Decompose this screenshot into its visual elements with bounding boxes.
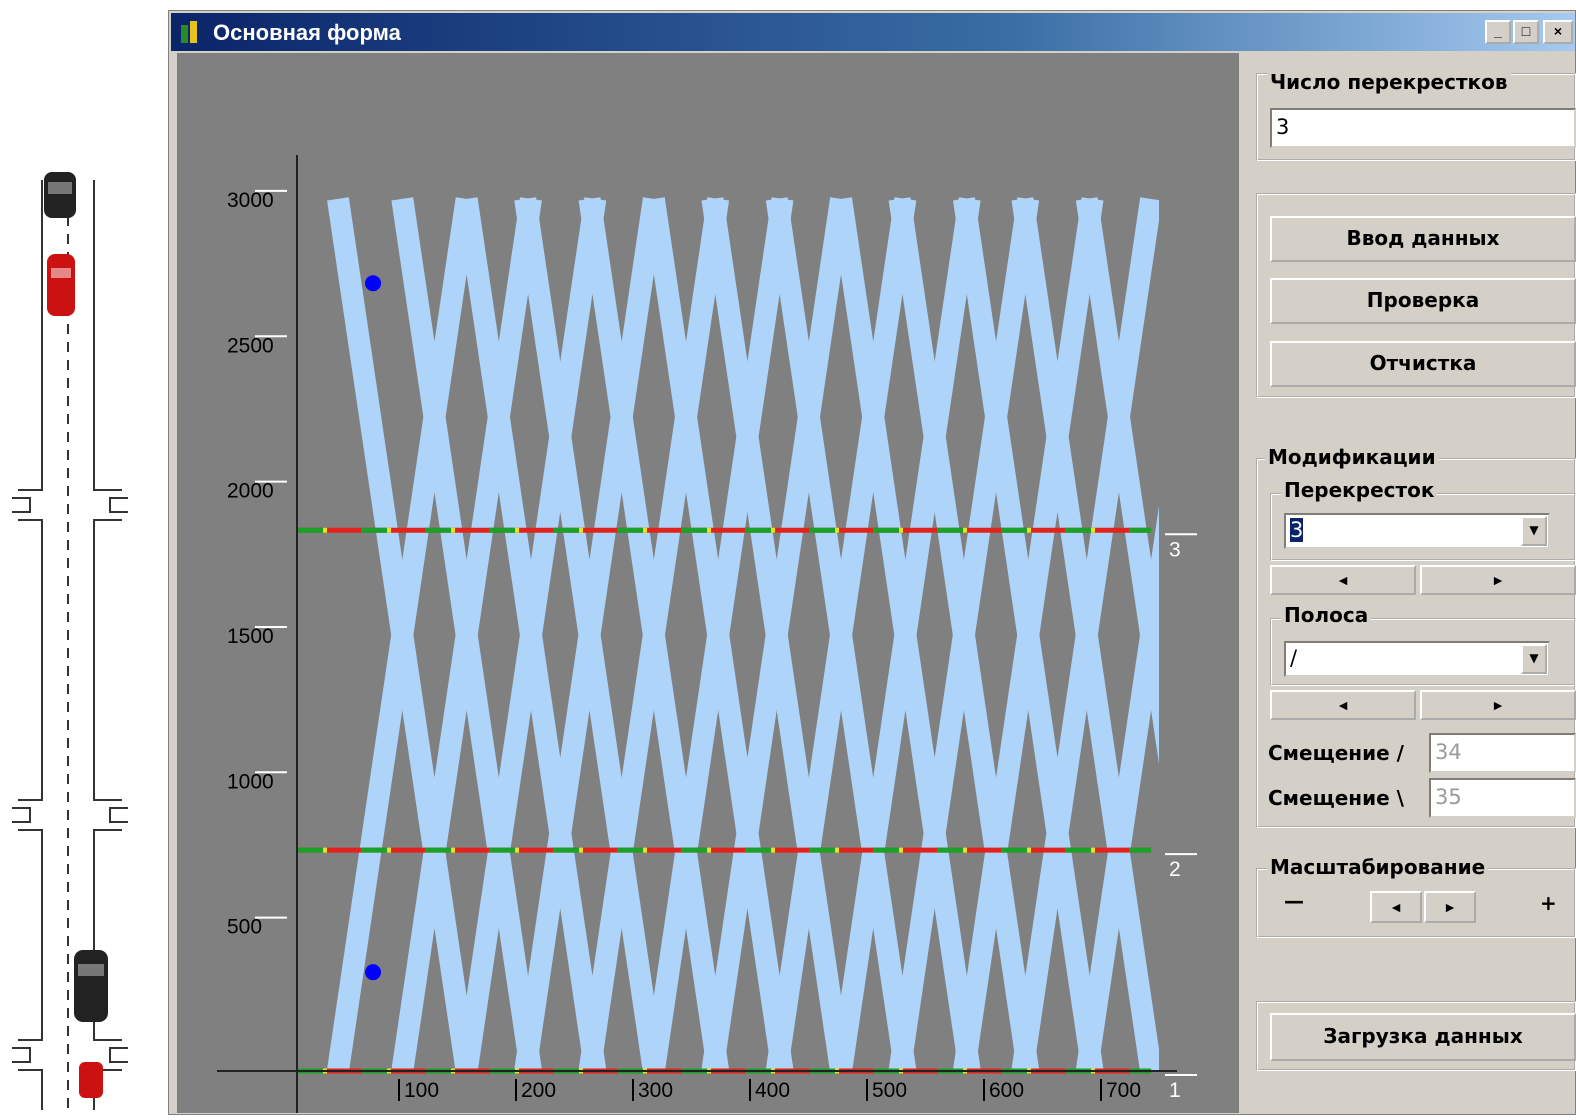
backward-band [578,197,730,1073]
maximize-button[interactable]: □ [1513,20,1539,44]
zoom-out-button[interactable]: — [1284,889,1304,913]
backward-band [327,197,478,1073]
intersection-next-button[interactable]: ► [1420,565,1576,595]
zoom-in-button[interactable]: + [1540,891,1557,915]
lane-next-button[interactable]: ► [1420,690,1576,720]
backward-band [1075,197,1159,764]
x-tick-label: 300 [638,1079,673,1102]
y-tick-label: 3000 [227,189,274,212]
intersection-select[interactable]: 3 ▼ [1284,513,1550,549]
intersection-label: Перекресток [1281,478,1438,502]
lane-select-value: / [1290,646,1298,670]
control-panel: Число перекрестков 3 Ввод данных Проверк… [1244,53,1576,1113]
offset-forward-label: Смещение / [1268,741,1404,765]
scale-left-button[interactable]: ◄ [1370,891,1422,923]
x-tick-label: 500 [872,1079,907,1102]
intersection-prev-button[interactable]: ◄ [1270,565,1416,595]
y-tick-label: 1000 [227,770,274,793]
x-tick-label: 600 [989,1079,1024,1102]
close-button[interactable]: × [1543,20,1573,44]
chevron-down-icon[interactable]: ▼ [1521,644,1547,674]
backward-band [701,197,852,1073]
main-window: Основная форма _ □ × 500 1000 1500 2000 2500… [168,10,1576,1115]
backward-band [391,197,542,1073]
car-icon [74,950,108,1022]
offset-back-field[interactable]: 35 [1429,778,1576,818]
clear-button[interactable]: Отчистка [1270,341,1576,387]
x-tick-label: 200 [521,1079,556,1102]
lane-select[interactable]: / ▼ [1284,641,1550,677]
window-title: Основная форма [213,20,401,45]
x-tick-label: 700 [1106,1079,1141,1102]
load-data-button[interactable]: Загрузка данных [1270,1013,1576,1061]
chevron-down-icon[interactable]: ▼ [1521,516,1547,546]
offset-back-label: Смещение \ [1268,786,1404,810]
backward-band [765,197,917,1073]
y-tick-label: 500 [227,916,262,939]
offset-forward-field[interactable]: 34 [1429,733,1576,773]
x-tick-label: 400 [755,1079,790,1102]
vehicle-marker [365,275,382,292]
backward-band [642,197,794,1073]
lane-prev-button[interactable]: ◄ [1270,690,1416,720]
title-bar[interactable]: Основная форма _ □ × [171,13,1575,51]
green-wave-chart: 500 1000 1500 2000 2500 3000 100 200 300 400 500 6… [177,53,1239,1113]
y-tick-label: 2500 [227,334,274,357]
data-entry-button[interactable]: Ввод данных [1270,216,1576,262]
lane-label: Полоса [1281,603,1372,627]
car-icon [79,1062,103,1098]
backward-band [514,197,665,1073]
scaling-label: Масштабирование [1267,855,1489,879]
y-tick-label: 1500 [227,625,274,648]
intersection-label: 1 [1169,1079,1181,1102]
x-tick-label: 100 [404,1079,439,1102]
car-icon [44,172,76,218]
vehicle-marker [365,964,382,981]
backward-band [953,197,1104,1073]
intersection-select-value: 3 [1290,518,1304,542]
check-button[interactable]: Проверка [1270,278,1576,324]
car-icon [47,254,75,316]
scale-right-button[interactable]: ► [1424,891,1476,923]
intersection-label: 3 [1169,538,1181,561]
backward-band [888,197,1040,1073]
backward-band [1011,197,1159,1073]
app-icon [181,21,197,43]
intersections-label: Число перекрестков [1267,70,1511,94]
minimize-button[interactable]: _ [1485,20,1511,44]
intersections-count-field[interactable]: 3 [1270,108,1576,148]
y-tick-label: 2000 [227,480,274,503]
backward-band [455,197,607,1073]
backward-band [830,197,981,1073]
road-diagram [12,172,128,1110]
modifications-label: Модификации [1265,445,1439,469]
intersection-label: 2 [1169,858,1181,881]
lane-subgroup [1270,618,1576,686]
